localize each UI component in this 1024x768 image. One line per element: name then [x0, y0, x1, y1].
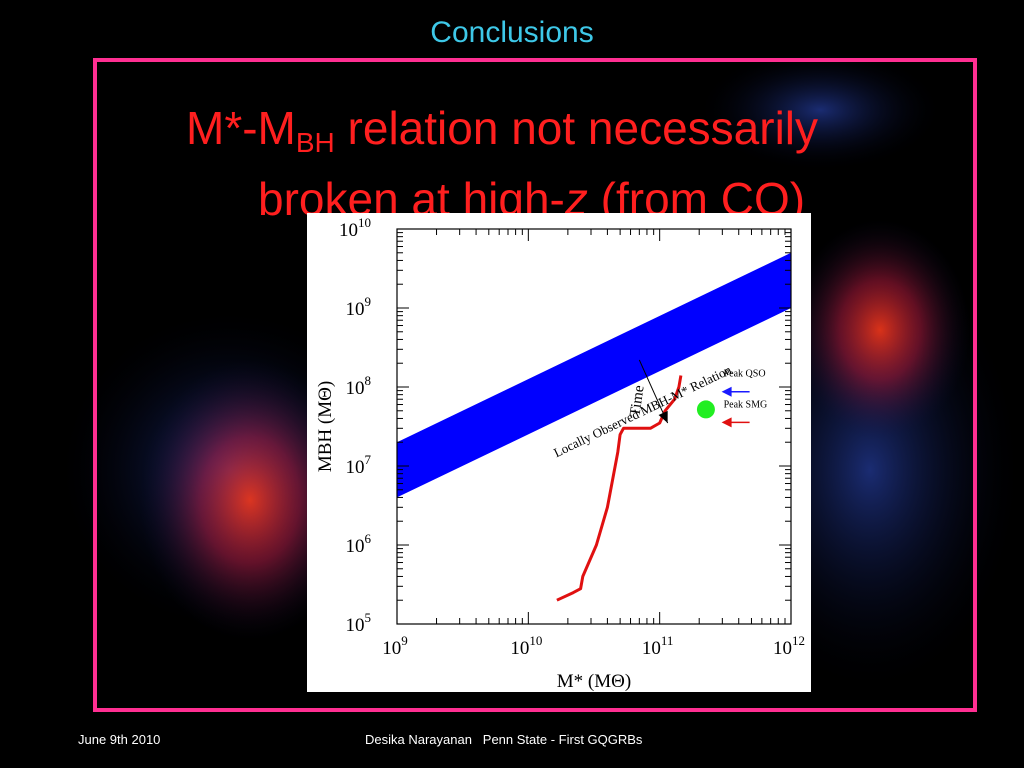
- y-tick-label: 108: [346, 373, 372, 399]
- footer-date: June 9th 2010: [78, 732, 161, 747]
- y-tick-label: 1010: [339, 215, 371, 241]
- local-relation-band: [397, 252, 791, 498]
- time-arrow-head: [658, 410, 668, 424]
- y-tick-label: 106: [346, 531, 372, 557]
- x-tick-label: 109: [382, 633, 408, 659]
- peak-smg-arrow-head: [721, 417, 732, 428]
- x-tick-label: 1010: [510, 633, 542, 659]
- evolution-track-0: [556, 375, 683, 602]
- mbh-mstar-chart: Locally Observed MBH-M* RelationTimePeak…: [315, 215, 805, 692]
- y-tick-label: 107: [346, 452, 372, 478]
- content-frame: [93, 58, 977, 712]
- headline-z: z: [564, 173, 588, 225]
- headline-subscript: BH: [295, 127, 335, 158]
- footer-credit: Desika Narayanan Penn State - First GQGR…: [365, 732, 643, 747]
- slide-headline: M*-MBH relation not necessarily broken a…: [186, 100, 946, 227]
- green-marker: [696, 400, 715, 419]
- x-tick-label: 1011: [642, 633, 674, 659]
- x-tick-label: 1012: [773, 633, 805, 659]
- plot-frame: [396, 228, 792, 625]
- time-arrow-line: [638, 359, 669, 424]
- y-tick-label: 105: [346, 610, 372, 636]
- headline-prefix: M*-M: [186, 102, 296, 154]
- slide-title: Conclusions: [430, 16, 594, 49]
- peak-qso-label: Peak QSO: [724, 369, 766, 380]
- headline-mid: relation not necessarily: [334, 102, 819, 154]
- chart-panel: Locally Observed MBH-M* Relation Time Peak…: [307, 213, 811, 692]
- y-tick-label: 109: [346, 294, 372, 320]
- peak-smg-label: Peak SMG: [724, 399, 768, 410]
- time-label: Time: [627, 384, 647, 417]
- x-axis-label: M* (MΘ): [557, 671, 631, 692]
- peak-qso-arrow-head: [721, 386, 732, 397]
- y-axis-label: MBH (MΘ): [315, 381, 336, 472]
